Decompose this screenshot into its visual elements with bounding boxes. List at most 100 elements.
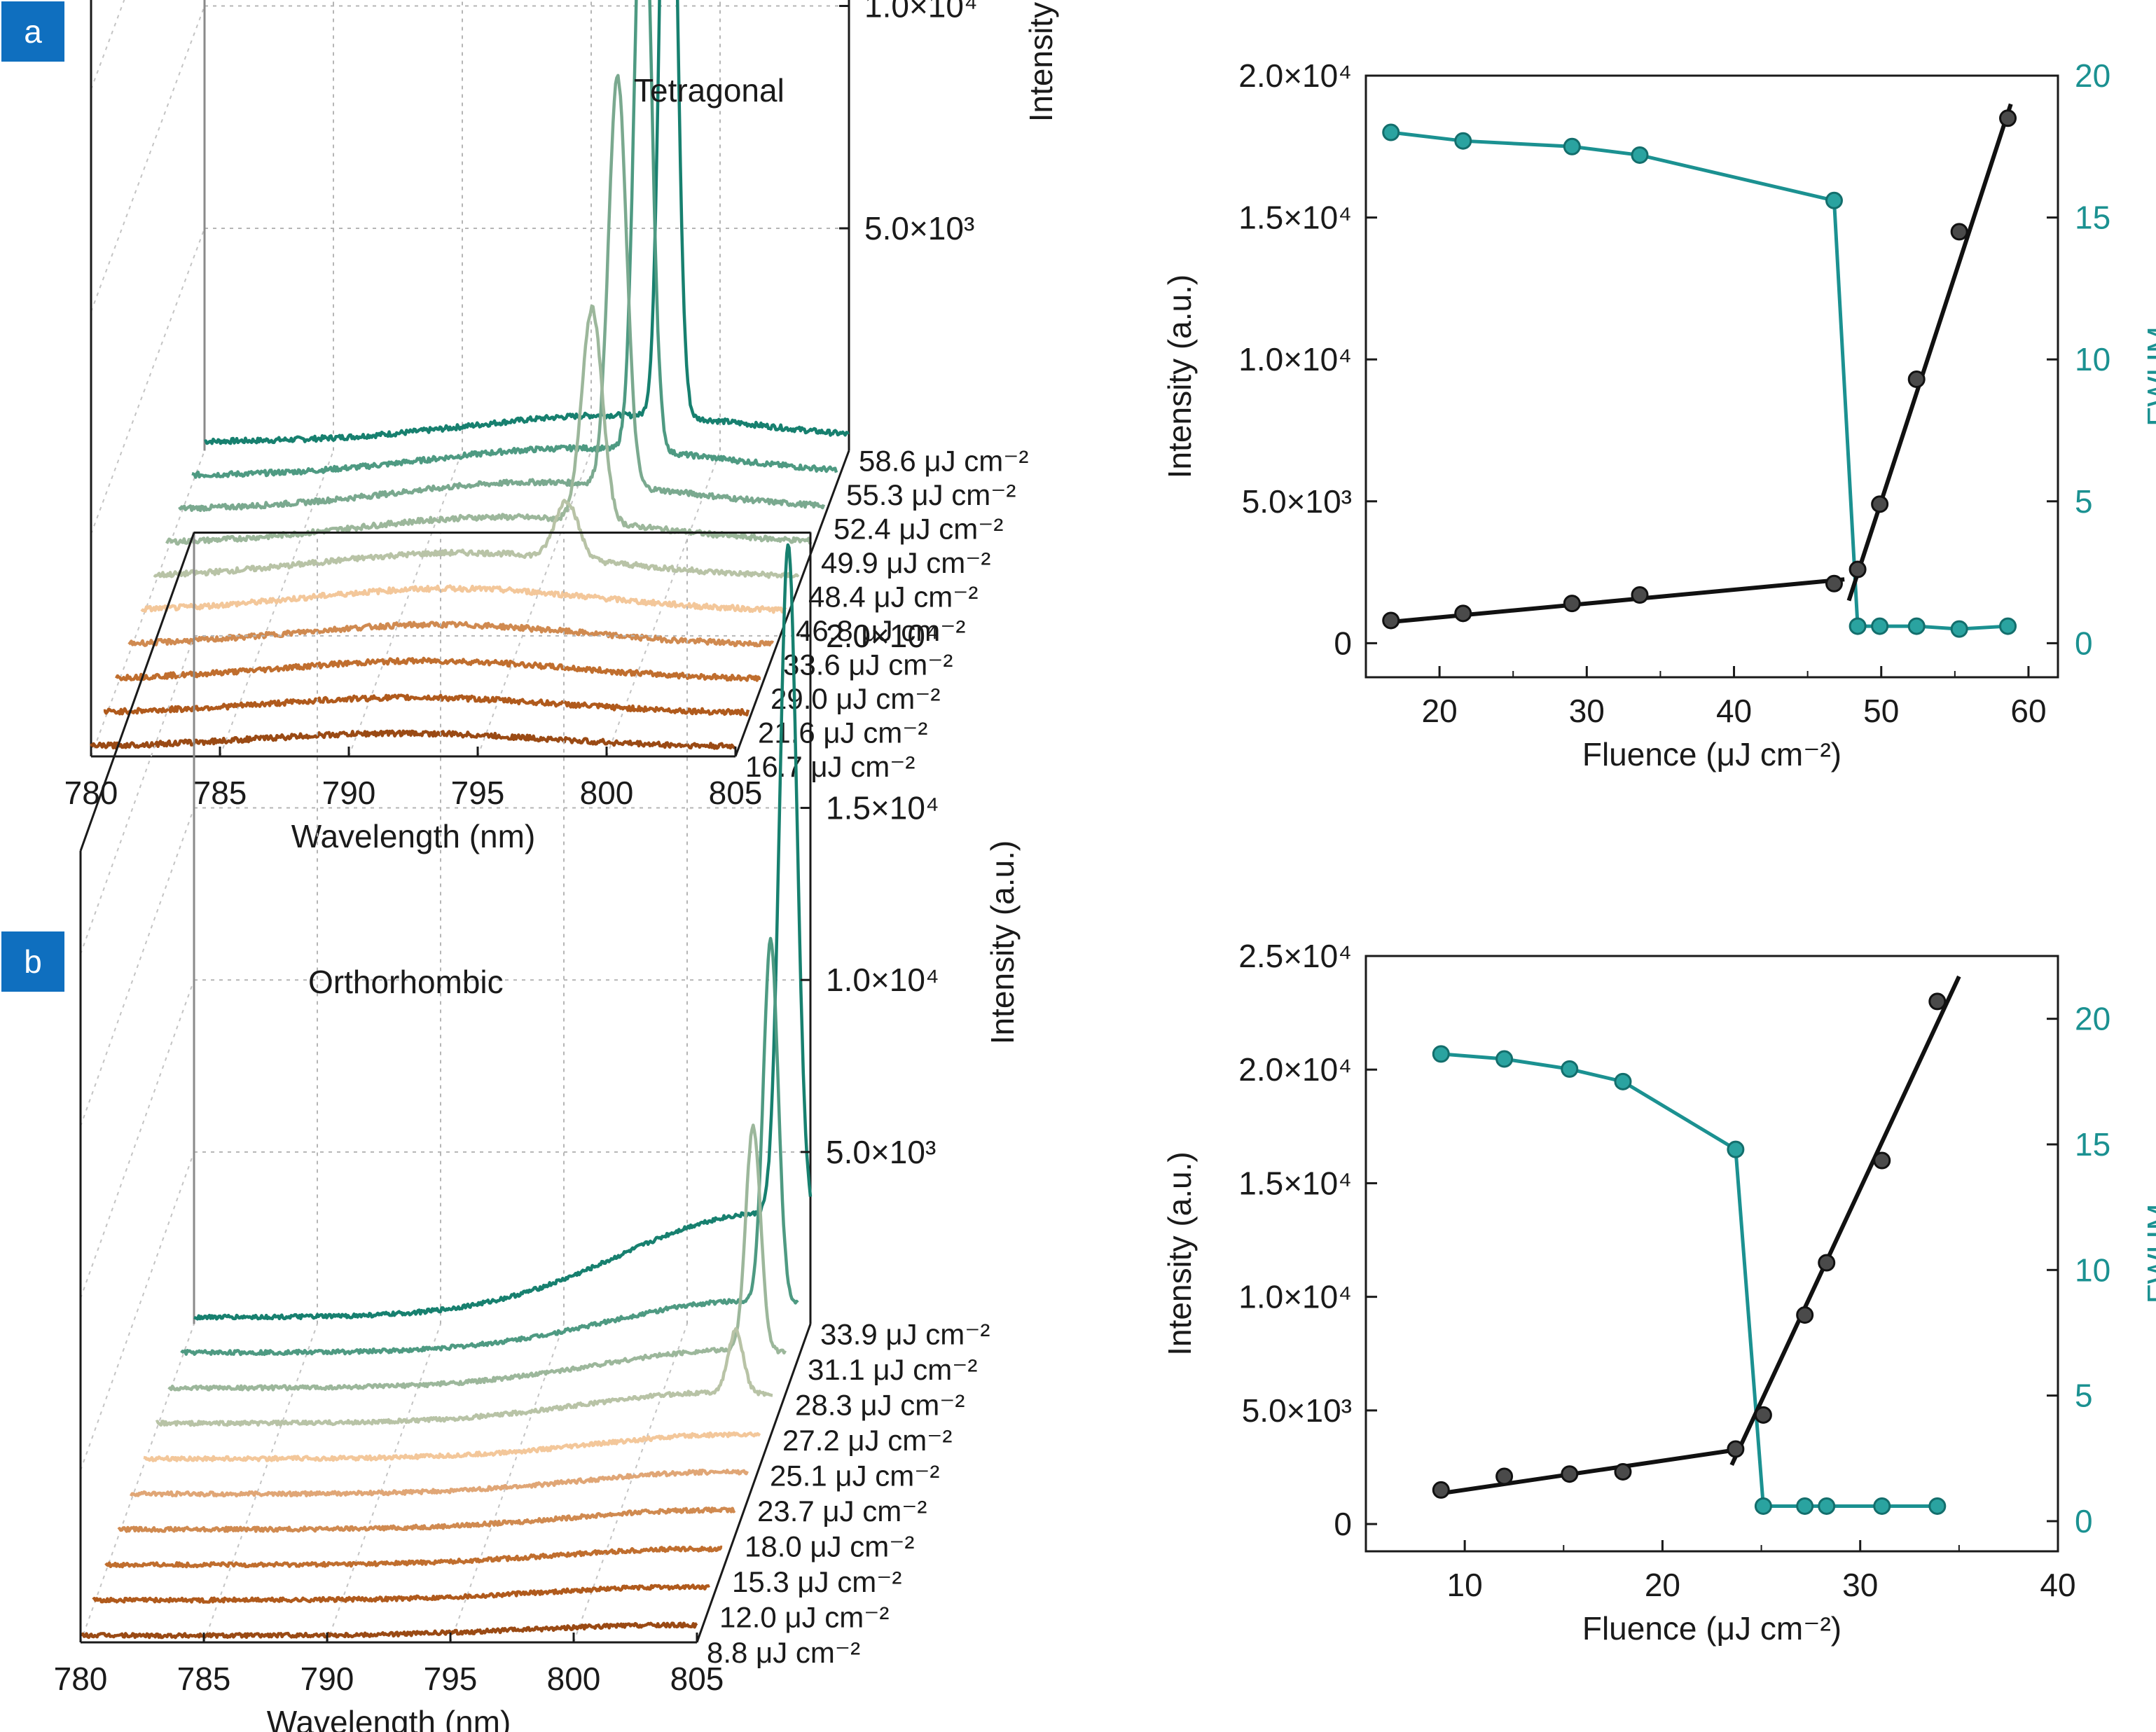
- fluence-label: 46.8 μJ cm⁻²: [796, 614, 965, 647]
- spectrum-curve: [153, 499, 800, 579]
- fluence-label: 49.9 μJ cm⁻²: [821, 546, 990, 579]
- fluence-label: 48.4 μJ cm⁻²: [808, 581, 978, 614]
- fwhm-line: [1390, 130, 2008, 631]
- spectrum-curve: [155, 1326, 773, 1427]
- x-tick-label: 785: [177, 1661, 231, 1697]
- y-axis-title: Intensity (a.u.): [1161, 275, 1198, 478]
- y-tick-label: 5.0×10³: [1242, 1392, 1352, 1429]
- floor-guide-line: [326, 1324, 441, 1643]
- x-tick-label: 790: [300, 1661, 354, 1697]
- y-tick-label: 2.0×10⁴: [1238, 57, 1352, 94]
- spectrum-curve: [129, 1468, 749, 1498]
- x-tick-label: 60: [2010, 693, 2046, 729]
- y2-tick-label: 15: [2075, 200, 2110, 236]
- intensity-point: [1561, 1465, 1579, 1483]
- spectrum-curve: [165, 304, 813, 546]
- y-tick-label: 2.0×10⁴: [1238, 1051, 1352, 1088]
- z-tick-label: 1.0×10⁴: [826, 962, 939, 998]
- depth-axis-line: [696, 1323, 812, 1643]
- fwhm-point: [1796, 1497, 1814, 1515]
- sidewall-guide-line: [90, 6, 205, 312]
- intensity-point: [1454, 604, 1472, 623]
- intensity-point: [1796, 1306, 1814, 1324]
- fwhm-point: [1754, 1497, 1772, 1515]
- sidewall-guide-line: [90, 0, 125, 90]
- floor-guide-line: [203, 1324, 318, 1643]
- y2-tick-label: 15: [2075, 1126, 2110, 1163]
- y-tick-label: 2.5×10⁴: [1238, 938, 1352, 974]
- spectrum-curve: [180, 936, 799, 1357]
- x-tick-label: 780: [54, 1661, 108, 1697]
- y-axis-title: Intensity (a.u.): [1161, 1151, 1198, 1355]
- y-tick-label: 1.5×10⁴: [1238, 1165, 1352, 1201]
- spectrum-curve: [104, 1545, 723, 1569]
- y2-axis-title: FWHM: [2141, 326, 2156, 427]
- linear-fit-line: [1440, 1447, 1742, 1496]
- x-tick-label: 795: [451, 775, 505, 811]
- fluence-label: 29.0 μJ cm⁻²: [771, 682, 940, 715]
- floor-guide-line: [80, 1324, 195, 1643]
- x-tick-label: 795: [424, 1661, 478, 1697]
- spectrum-curve: [167, 1123, 787, 1392]
- panel-annotation: Orthorhombic: [308, 964, 504, 1000]
- fwhm-point: [1818, 1497, 1836, 1515]
- x-tick-label: 800: [580, 775, 634, 811]
- fluence-label: 28.3 μJ cm⁻²: [795, 1389, 965, 1422]
- fwhm-point: [1907, 617, 1926, 635]
- panel-label-a: a: [1, 1, 64, 62]
- spectrum-curve: [127, 621, 775, 648]
- y-tick-label: 1.5×10⁴: [1238, 200, 1352, 236]
- fwhm-point: [1631, 146, 1649, 164]
- fluence-label: 25.1 μJ cm⁻²: [770, 1460, 939, 1492]
- x-axis-title: Fluence (μJ cm⁻²): [1582, 736, 1841, 773]
- y-tick-label: 5.0×10³: [1242, 483, 1352, 520]
- floor-guide-line: [450, 1324, 565, 1643]
- x-tick-label: 805: [709, 775, 763, 811]
- x-tick-label: 40: [2040, 1567, 2075, 1603]
- fwhm-point: [1873, 1497, 1891, 1515]
- fwhm-point: [1454, 132, 1472, 150]
- intensity-point: [1432, 1481, 1450, 1499]
- fluence-label: 55.3 μJ cm⁻²: [846, 478, 1016, 511]
- fwhm-point: [1871, 617, 1889, 635]
- spectrum-curve: [140, 584, 787, 614]
- y-tick-label: 1.0×10⁴: [1238, 341, 1352, 377]
- y2-tick-label: 0: [2075, 1503, 2093, 1539]
- spectrum-curve: [90, 729, 736, 750]
- fluence-label: 52.4 μJ cm⁻²: [834, 513, 1003, 546]
- spectrum-curve: [193, 543, 813, 1321]
- spectrum-curve: [103, 693, 750, 716]
- y2-tick-label: 10: [2075, 1252, 2110, 1288]
- spectrum-curve: [117, 1506, 736, 1533]
- floor-guide-line: [348, 450, 463, 757]
- fwhm-point: [1614, 1072, 1632, 1090]
- z-tick-label: 1.0×10⁴: [864, 0, 978, 25]
- intensity-point: [1950, 223, 1968, 241]
- sidewall-guide-line: [80, 1151, 195, 1471]
- spectrum-curve: [143, 1431, 761, 1462]
- y2-tick-label: 5: [2075, 1378, 2093, 1414]
- fluence-label: 31.1 μJ cm⁻²: [808, 1353, 977, 1386]
- y2-tick-label: 5: [2075, 483, 2093, 520]
- intensity-point: [1849, 560, 1867, 579]
- sidewall-guide-line: [80, 635, 195, 955]
- panel-label-b: b: [1, 931, 64, 992]
- x-tick-label: 20: [1645, 1567, 1680, 1603]
- y2-tick-label: 10: [2075, 341, 2110, 377]
- fluence-label: 23.7 μJ cm⁻²: [757, 1495, 927, 1527]
- fluence-label: 33.9 μJ cm⁻²: [820, 1318, 990, 1351]
- x-tick-label: 40: [1716, 693, 1752, 729]
- intensity-point: [1871, 495, 1889, 513]
- panel-annotation: Tetragonal: [634, 72, 785, 109]
- z-tick-label: 1.5×10⁴: [826, 790, 939, 826]
- plot-frame: [1364, 74, 2059, 679]
- y2-tick-label: 20: [2075, 1001, 2110, 1037]
- intensity-point: [1928, 992, 1947, 1011]
- x-tick-label: 785: [193, 775, 247, 811]
- x-tick-label: 805: [670, 1661, 724, 1697]
- x-tick-label: 780: [64, 775, 118, 811]
- x-axis-title: Wavelength (nm): [267, 1704, 511, 1732]
- fluence-label: 16.7 μJ cm⁻²: [745, 750, 915, 783]
- intensity-point: [1907, 370, 1926, 389]
- spectrum-curve: [178, 74, 826, 513]
